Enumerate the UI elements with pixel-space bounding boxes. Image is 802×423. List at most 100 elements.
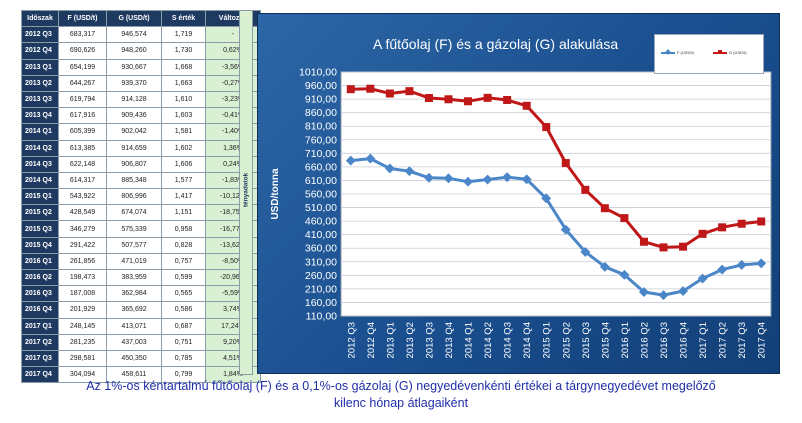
y-tick-label: 360,00 — [305, 243, 337, 255]
table-row: 2013 Q4 617,916 909,436 1,603 -0,41% — [21, 107, 261, 125]
cell-s: 1,577 — [161, 171, 206, 190]
data-point-f — [345, 155, 356, 166]
table-row: 2015 Q3 346,279 575,339 0,958 -16,77% — [21, 220, 261, 238]
chart-panel: 110,00 160,00 210,00 260,00 310,00 360,00 410,… — [257, 13, 780, 374]
table-row: 2013 Q2 644,267 939,370 1,663 -0,27% — [21, 74, 261, 92]
x-tick-label: 2013 Q3 — [424, 322, 435, 358]
cell-g: 939,370 — [106, 74, 162, 92]
y-tick-label: 960,00 — [305, 80, 337, 92]
data-point-f — [521, 174, 532, 185]
y-tick-label: 260,00 — [305, 270, 337, 282]
cell-f: 605,399 — [58, 123, 107, 141]
cell-g: 914,659 — [106, 139, 162, 157]
header-g: G (USD/t) — [106, 9, 162, 28]
data-table: Időszak F (USD/t) G (USD/t) S érték Vált… — [21, 9, 261, 384]
x-tick-label: 2013 Q4 — [444, 322, 455, 358]
cell-g: 365,692 — [106, 301, 162, 319]
cell-f: 619,794 — [58, 90, 107, 109]
data-point-g — [464, 97, 473, 106]
cell-s: 1,581 — [161, 123, 206, 141]
data-point-g — [542, 123, 551, 132]
cell-f: 346,279 — [58, 220, 107, 238]
cell-period: 2017 Q1 — [21, 317, 59, 335]
cell-g: 674,074 — [106, 204, 162, 222]
cell-f: 690,626 — [58, 42, 107, 60]
cell-s: 1,668 — [161, 58, 206, 76]
table-row: 2016 Q2 198,473 383,959 0,599 -20,96% — [21, 268, 261, 287]
cell-s: 1,417 — [161, 188, 206, 206]
data-point-g — [424, 93, 433, 102]
data-point-f — [502, 172, 513, 183]
table-row: 2017 Q2 281,235 437,003 0,751 9,20% — [21, 333, 261, 351]
cell-f: 683,317 — [58, 26, 107, 44]
data-point-f — [599, 261, 610, 272]
table-row: 2013 Q1 654,199 930,667 1,668 -3,56% — [21, 58, 261, 76]
cell-g: 413,071 — [106, 317, 162, 335]
table-row: 2016 Q1 261,856 471,019 0,757 -8,50% — [21, 252, 261, 271]
cell-f: 198,473 — [58, 268, 107, 287]
cell-g: 383,959 — [106, 268, 162, 287]
cell-s: 1,730 — [161, 42, 206, 60]
data-point-g — [405, 87, 414, 96]
cell-s: 0,586 — [161, 301, 206, 319]
data-point-f — [424, 172, 434, 183]
caption-line-2: kilenc hónap átlagaiként — [333, 396, 469, 410]
x-tick-label: 2016 Q3 — [659, 322, 670, 358]
cell-g: 909,436 — [106, 107, 162, 125]
y-tick-label: 110,00 — [306, 311, 337, 323]
cell-f: 617,916 — [58, 107, 107, 125]
y-tick-label: 660,00 — [305, 161, 337, 173]
table-row: 2014 Q1 605,399 902,042 1,581 -1,40% — [21, 123, 261, 141]
cell-g: 362,984 — [106, 285, 162, 303]
y-tick-label: 460,00 — [305, 216, 337, 228]
data-point-g — [659, 243, 668, 252]
cell-period: 2015 Q4 — [21, 236, 59, 254]
cell-s: 1,603 — [161, 107, 206, 125]
data-point-f — [443, 173, 454, 184]
cell-period: 2014 Q2 — [21, 139, 59, 157]
x-tick-label: 2014 Q1 — [464, 322, 475, 358]
cell-f: 281,235 — [58, 333, 107, 351]
table-header-row: Időszak F (USD/t) G (USD/t) S érték Vált… — [21, 9, 261, 28]
cell-period: 2017 Q3 — [21, 349, 59, 368]
cell-f: 614,317 — [58, 171, 107, 190]
cell-s: 0,799 — [161, 366, 206, 384]
y-tick-label: 860,00 — [305, 107, 337, 119]
series-line-f — [350, 157, 762, 297]
cell-period: 2016 Q2 — [21, 268, 59, 287]
cell-s: 1,602 — [161, 139, 206, 157]
data-point-f — [736, 259, 747, 270]
y-tick-label: 810,00 — [305, 121, 337, 133]
cell-f: 187,008 — [58, 285, 107, 303]
table-row: 2012 Q4 690,626 948,260 1,730 0,62% — [21, 42, 261, 60]
cell-g: 948,260 — [106, 42, 162, 60]
data-point-g — [483, 93, 492, 102]
cell-period: 2015 Q1 — [21, 188, 59, 206]
data-point-g — [581, 185, 590, 194]
chart-legend: F (USD/t) G (USD/t) — [654, 34, 764, 74]
cell-g: 914,128 — [106, 90, 162, 109]
data-point-f — [619, 269, 630, 280]
x-tick-label: 2014 Q2 — [483, 322, 494, 358]
cell-g: 885,348 — [106, 171, 162, 190]
data-point-f — [560, 224, 571, 235]
x-tick-label: 2014 Q3 — [503, 322, 514, 358]
data-point-f — [717, 264, 728, 275]
data-point-f — [678, 286, 688, 297]
x-tick-label: 2016 Q2 — [639, 322, 650, 358]
data-point-g — [600, 204, 609, 213]
legend-item-f: F (USD/t) — [661, 49, 694, 55]
cell-f: 622,148 — [58, 155, 107, 173]
data-point-f — [658, 290, 669, 301]
cell-f: 248,145 — [58, 317, 107, 335]
cell-period: 2016 Q1 — [21, 252, 59, 271]
table-side-label: tényadatok — [242, 172, 250, 208]
cell-f: 644,267 — [58, 74, 107, 92]
table-row: 2015 Q4 291,422 507,577 0,828 -13,62% — [21, 236, 261, 254]
cell-period: 2017 Q4 — [21, 366, 59, 384]
cell-g: 902,042 — [106, 123, 162, 141]
y-tick-label: 1010,00 — [299, 67, 337, 79]
x-tick-label: 2016 Q4 — [679, 322, 690, 358]
table-row: 2016 Q4 201,929 365,692 0,586 3,74% — [21, 301, 261, 319]
